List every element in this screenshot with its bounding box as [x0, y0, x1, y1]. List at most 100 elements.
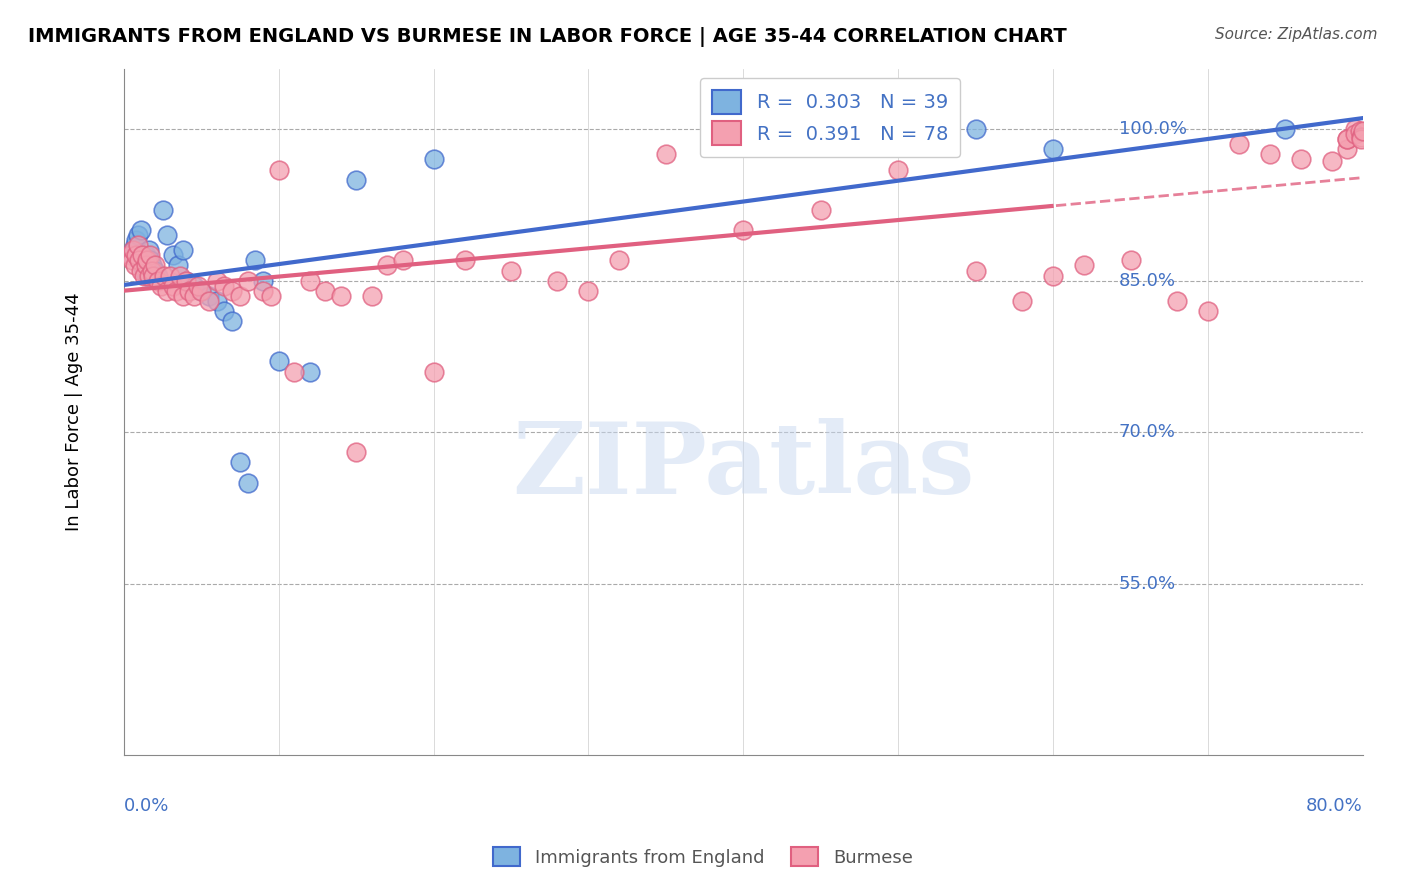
Point: [252, 284, 274, 298]
Point: [136, 253, 159, 268]
Point: [499, 263, 522, 277]
Point: [810, 202, 832, 217]
Point: [122, 244, 145, 258]
Point: [887, 162, 910, 177]
Point: [187, 278, 209, 293]
Text: 80.0%: 80.0%: [1306, 797, 1362, 814]
Point: [134, 259, 156, 273]
Point: [205, 274, 228, 288]
Point: [267, 354, 290, 368]
Text: ZIPatlas: ZIPatlas: [512, 418, 974, 516]
Point: [118, 248, 141, 262]
Point: [125, 248, 148, 262]
Text: 70.0%: 70.0%: [1119, 423, 1175, 442]
Point: [122, 244, 145, 258]
Point: [655, 147, 678, 161]
Point: [1042, 268, 1064, 283]
Text: 100.0%: 100.0%: [1119, 120, 1187, 138]
Point: [329, 289, 352, 303]
Point: [174, 274, 197, 288]
Point: [1351, 124, 1374, 138]
Point: [298, 365, 321, 379]
Point: [172, 289, 194, 303]
Point: [132, 268, 155, 283]
Point: [132, 263, 155, 277]
Point: [172, 244, 194, 258]
Point: [229, 455, 252, 469]
Point: [146, 274, 169, 288]
Text: 0.0%: 0.0%: [124, 797, 169, 814]
Point: [236, 475, 259, 490]
Point: [131, 248, 153, 262]
Point: [1350, 132, 1372, 146]
Point: [177, 284, 200, 298]
Point: [139, 248, 162, 262]
Point: [260, 289, 283, 303]
Point: [252, 274, 274, 288]
Point: [125, 233, 148, 247]
Point: [314, 284, 336, 298]
Point: [578, 284, 600, 298]
Point: [344, 445, 367, 459]
Point: [1348, 124, 1371, 138]
Point: [733, 223, 755, 237]
Point: [139, 253, 162, 268]
Point: [1166, 293, 1188, 308]
Point: [1350, 130, 1372, 145]
Point: [344, 172, 367, 186]
Text: In Labor Force | Age 35-44: In Labor Force | Age 35-44: [65, 293, 83, 532]
Point: [124, 238, 146, 252]
Point: [375, 259, 398, 273]
Point: [283, 365, 305, 379]
Point: [1336, 142, 1358, 156]
Point: [166, 284, 188, 298]
Text: IMMIGRANTS FROM ENGLAND VS BURMESE IN LABOR FORCE | AGE 35-44 CORRELATION CHART: IMMIGRANTS FROM ENGLAND VS BURMESE IN LA…: [28, 27, 1067, 46]
Point: [183, 278, 205, 293]
Legend: Immigrants from England, Burmese: Immigrants from England, Burmese: [486, 840, 920, 874]
Point: [138, 268, 160, 283]
Point: [183, 289, 205, 303]
Point: [267, 162, 290, 177]
Point: [1336, 132, 1358, 146]
Point: [121, 248, 143, 262]
Point: [152, 202, 174, 217]
Point: [1042, 142, 1064, 156]
Point: [162, 248, 184, 262]
Point: [153, 268, 176, 283]
Point: [198, 289, 221, 303]
Point: [1289, 153, 1312, 167]
Point: [142, 268, 165, 283]
Point: [1227, 137, 1250, 152]
Point: [143, 259, 166, 273]
Point: [1011, 293, 1033, 308]
Point: [1258, 147, 1281, 161]
Point: [174, 274, 197, 288]
Point: [205, 293, 228, 308]
Point: [360, 289, 382, 303]
Point: [131, 259, 153, 273]
Point: [1344, 122, 1367, 136]
Point: [124, 259, 146, 273]
Point: [1344, 127, 1367, 141]
Point: [547, 274, 569, 288]
Point: [143, 263, 166, 277]
Point: [169, 268, 191, 283]
Point: [198, 293, 221, 308]
Point: [146, 268, 169, 283]
Point: [134, 248, 156, 262]
Point: [190, 284, 212, 298]
Point: [214, 304, 236, 318]
Point: [138, 244, 160, 258]
Point: [129, 223, 152, 237]
Point: [136, 268, 159, 283]
Point: [1320, 154, 1343, 169]
Point: [141, 263, 163, 277]
Point: [127, 228, 149, 243]
Point: [236, 274, 259, 288]
Text: 85.0%: 85.0%: [1119, 272, 1175, 290]
Legend: R =  0.303   N = 39, R =  0.391   N = 78: R = 0.303 N = 39, R = 0.391 N = 78: [700, 78, 960, 157]
Text: Source: ZipAtlas.com: Source: ZipAtlas.com: [1215, 27, 1378, 42]
Point: [221, 314, 243, 328]
Point: [190, 284, 212, 298]
Point: [150, 278, 173, 293]
